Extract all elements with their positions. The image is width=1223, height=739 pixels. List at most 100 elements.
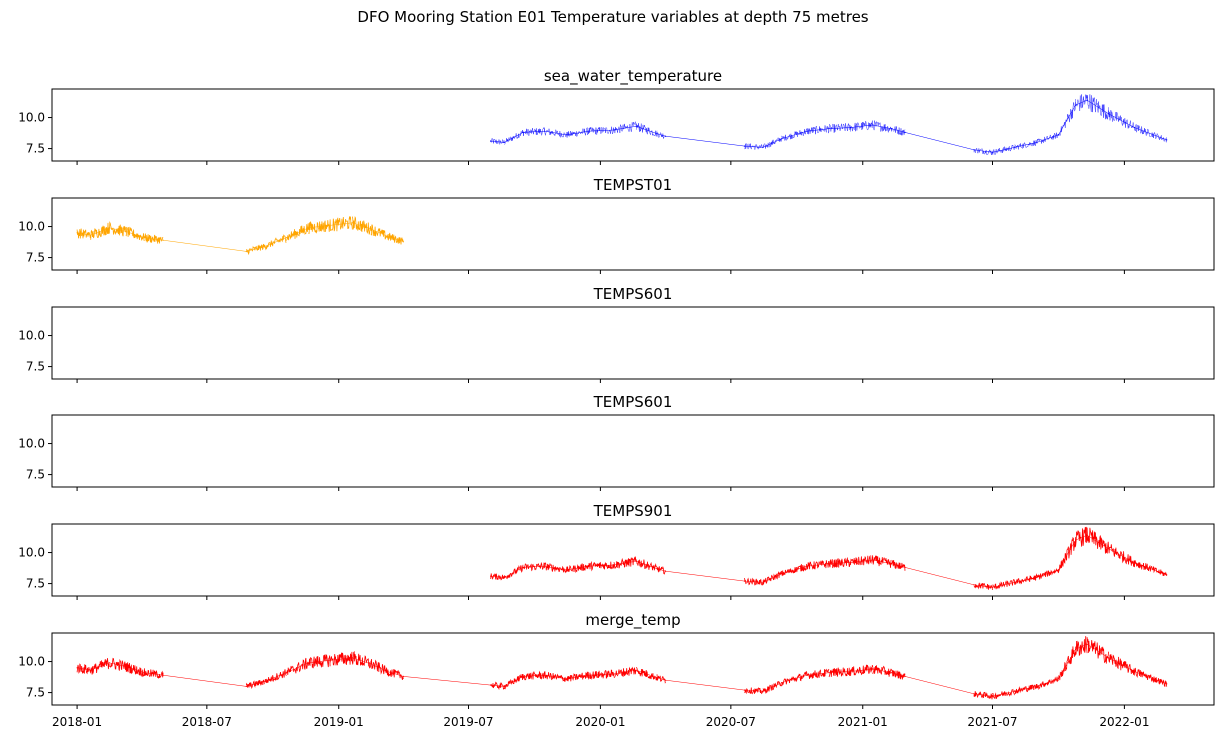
data-point-30 xyxy=(828,672,830,674)
data-point-8 xyxy=(635,125,637,127)
data-point-12 xyxy=(351,657,353,659)
data-point-7 xyxy=(613,564,615,566)
data-point-11 xyxy=(329,224,331,226)
data-point-34 xyxy=(904,675,906,678)
series-line xyxy=(77,643,1167,697)
y-tick-label: 7.5 xyxy=(26,468,45,482)
x-tick-label: 2019-01 xyxy=(314,715,364,729)
data-point-12 xyxy=(351,222,353,224)
data-point-27 xyxy=(1108,548,1110,550)
data-point-19 xyxy=(904,131,906,133)
data-point-23 xyxy=(1036,576,1038,579)
panel-frame xyxy=(51,632,1215,706)
data-point-5 xyxy=(566,134,568,136)
data-point-11 xyxy=(329,659,331,661)
data-point-22 xyxy=(613,673,615,675)
data-point-12 xyxy=(762,146,764,148)
y-tick-label: 10.0 xyxy=(18,655,45,669)
data-point-44 xyxy=(1166,683,1168,685)
data-point-38 xyxy=(1036,685,1038,688)
panel-frame xyxy=(51,306,1215,380)
panel-title: TEMPS901 xyxy=(593,502,673,520)
panel-frame xyxy=(51,88,1215,162)
data-point-3 xyxy=(108,227,110,229)
data-point-35 xyxy=(973,693,975,695)
data-point-14 xyxy=(806,565,808,567)
data-point-2 xyxy=(90,234,92,236)
panel-3: TEMPS601 7.5 10.0 xyxy=(18,285,1215,383)
data-point-13 xyxy=(781,138,783,140)
data-point-7 xyxy=(613,129,615,131)
panel-title: TEMPS601 xyxy=(593,285,673,303)
data-point-22 xyxy=(1014,146,1016,148)
y-tick-label: 10.0 xyxy=(18,220,45,234)
panel-frame xyxy=(51,197,1215,271)
data-point-29 xyxy=(806,674,808,676)
panel-5: TEMPS901 7.5 10.0 xyxy=(18,502,1215,600)
data-point-18 xyxy=(522,675,524,678)
data-point-27 xyxy=(1108,113,1110,115)
series-1 xyxy=(76,636,1168,700)
y-tick-label: 10.0 xyxy=(18,329,45,343)
data-point-5 xyxy=(143,237,146,239)
x-tick-label: 2022-01 xyxy=(1099,715,1149,729)
data-point-42 xyxy=(1108,657,1110,659)
data-point-4 xyxy=(125,230,127,233)
panel-title: TEMPS601 xyxy=(593,393,673,411)
data-point-2 xyxy=(503,576,505,579)
panel-6: merge_temp 7.5 10.0 2018-01 2018-07 2019-01 20… xyxy=(18,611,1215,729)
data-point-13 xyxy=(370,228,372,230)
data-point-24 xyxy=(656,677,658,679)
data-point-13 xyxy=(781,573,783,575)
data-point-1 xyxy=(76,667,78,669)
data-point-18 xyxy=(890,563,893,565)
data-point-26 xyxy=(743,689,746,691)
data-point-23 xyxy=(1036,141,1038,143)
data-point-17 xyxy=(872,559,874,561)
data-point-18 xyxy=(890,128,893,130)
y-tick-label: 7.5 xyxy=(26,577,45,591)
data-point-8 xyxy=(264,680,266,683)
data-point-29 xyxy=(1166,574,1168,576)
data-point-4 xyxy=(543,565,546,567)
data-point-3 xyxy=(108,662,110,664)
data-point-5 xyxy=(143,672,146,674)
data-point-1 xyxy=(490,575,492,577)
data-point-27 xyxy=(762,690,764,692)
y-tick-label: 7.5 xyxy=(26,686,45,700)
data-point-21 xyxy=(991,586,994,588)
panel-title: merge_temp xyxy=(585,611,680,630)
panel-frame xyxy=(51,414,1215,488)
data-point-36 xyxy=(991,695,994,697)
data-point-10 xyxy=(665,135,667,137)
panel-4: TEMPS601 7.5 10.0 xyxy=(18,393,1215,491)
data-point-14 xyxy=(806,130,808,132)
y-tick-label: 7.5 xyxy=(26,142,45,156)
data-point-25 xyxy=(665,679,667,681)
series-1 xyxy=(490,526,1168,590)
data-point-13 xyxy=(370,663,372,665)
data-point-25 xyxy=(1075,104,1077,106)
data-point-16 xyxy=(850,561,852,564)
data-point-28 xyxy=(781,682,783,684)
data-point-1 xyxy=(490,140,492,142)
data-point-28 xyxy=(1133,561,1135,564)
data-point-41 xyxy=(1086,643,1088,645)
data-point-32 xyxy=(872,668,874,670)
data-point-22 xyxy=(1014,581,1016,583)
data-point-8 xyxy=(264,245,266,247)
data-point-6 xyxy=(587,565,589,567)
data-point-21 xyxy=(991,151,994,153)
data-point-3 xyxy=(522,131,524,133)
x-tick-label: 2018-07 xyxy=(182,715,232,729)
panel-2: TEMPST01 7.5 10.0 xyxy=(18,176,1215,274)
data-point-2 xyxy=(90,669,92,671)
x-tick-label: 2019-07 xyxy=(443,715,493,729)
data-point-7 xyxy=(245,685,247,688)
panels-group: sea_water_temperature 7.5 10.0 TEMPST01 7.5 1… xyxy=(18,67,1215,729)
data-point-9 xyxy=(656,568,658,570)
data-point-15 xyxy=(402,240,404,242)
data-point-6 xyxy=(587,130,589,132)
x-tick-label: 2020-01 xyxy=(575,715,625,729)
